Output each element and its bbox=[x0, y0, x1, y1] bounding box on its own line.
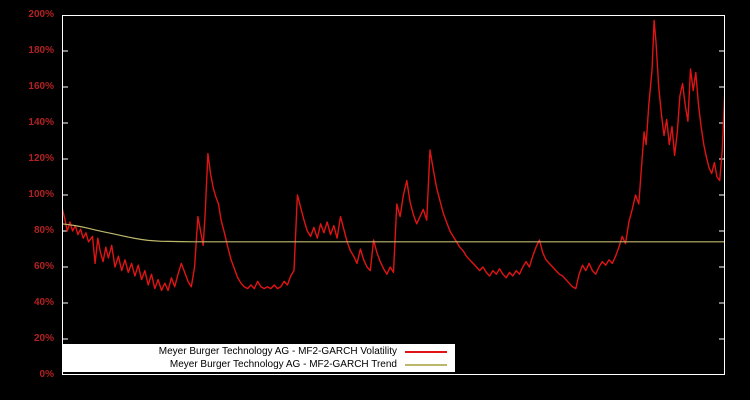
legend: Meyer Burger Technology AG - MF2-GARCH V… bbox=[63, 344, 455, 372]
legend-line-sample-1 bbox=[405, 363, 447, 366]
plot-area bbox=[62, 15, 725, 375]
legend-line-sample-0 bbox=[405, 350, 447, 353]
plot-border bbox=[62, 15, 725, 375]
y-tick-label: 60% bbox=[33, 261, 54, 272]
y-tick-label: 180% bbox=[28, 45, 54, 56]
legend-label-volatility: Meyer Burger Technology AG - MF2-GARCH V… bbox=[158, 346, 397, 357]
y-tick-label: 200% bbox=[28, 9, 54, 20]
legend-item-trend: Meyer Burger Technology AG - MF2-GARCH T… bbox=[63, 358, 455, 371]
series-line-volatility bbox=[62, 19, 725, 292]
y-tick-label: 80% bbox=[33, 225, 54, 236]
series-line-trend bbox=[62, 223, 725, 243]
series-canvas bbox=[62, 15, 725, 375]
y-tick-label: 40% bbox=[33, 297, 54, 308]
y-tick-label: 20% bbox=[33, 333, 54, 344]
legend-item-volatility: Meyer Burger Technology AG - MF2-GARCH V… bbox=[63, 345, 455, 358]
y-tick-label: 120% bbox=[28, 153, 54, 164]
y-tick-label: 140% bbox=[28, 117, 54, 128]
y-tick-label: 100% bbox=[28, 189, 54, 200]
legend-label-trend: Meyer Burger Technology AG - MF2-GARCH T… bbox=[169, 359, 397, 370]
y-tick-label: 0% bbox=[39, 369, 54, 380]
y-tick-label: 160% bbox=[28, 81, 54, 92]
y-axis: 0% 20% 40% 60% 80% 100% 120% 140% 160% 180% 200% bbox=[0, 0, 62, 400]
